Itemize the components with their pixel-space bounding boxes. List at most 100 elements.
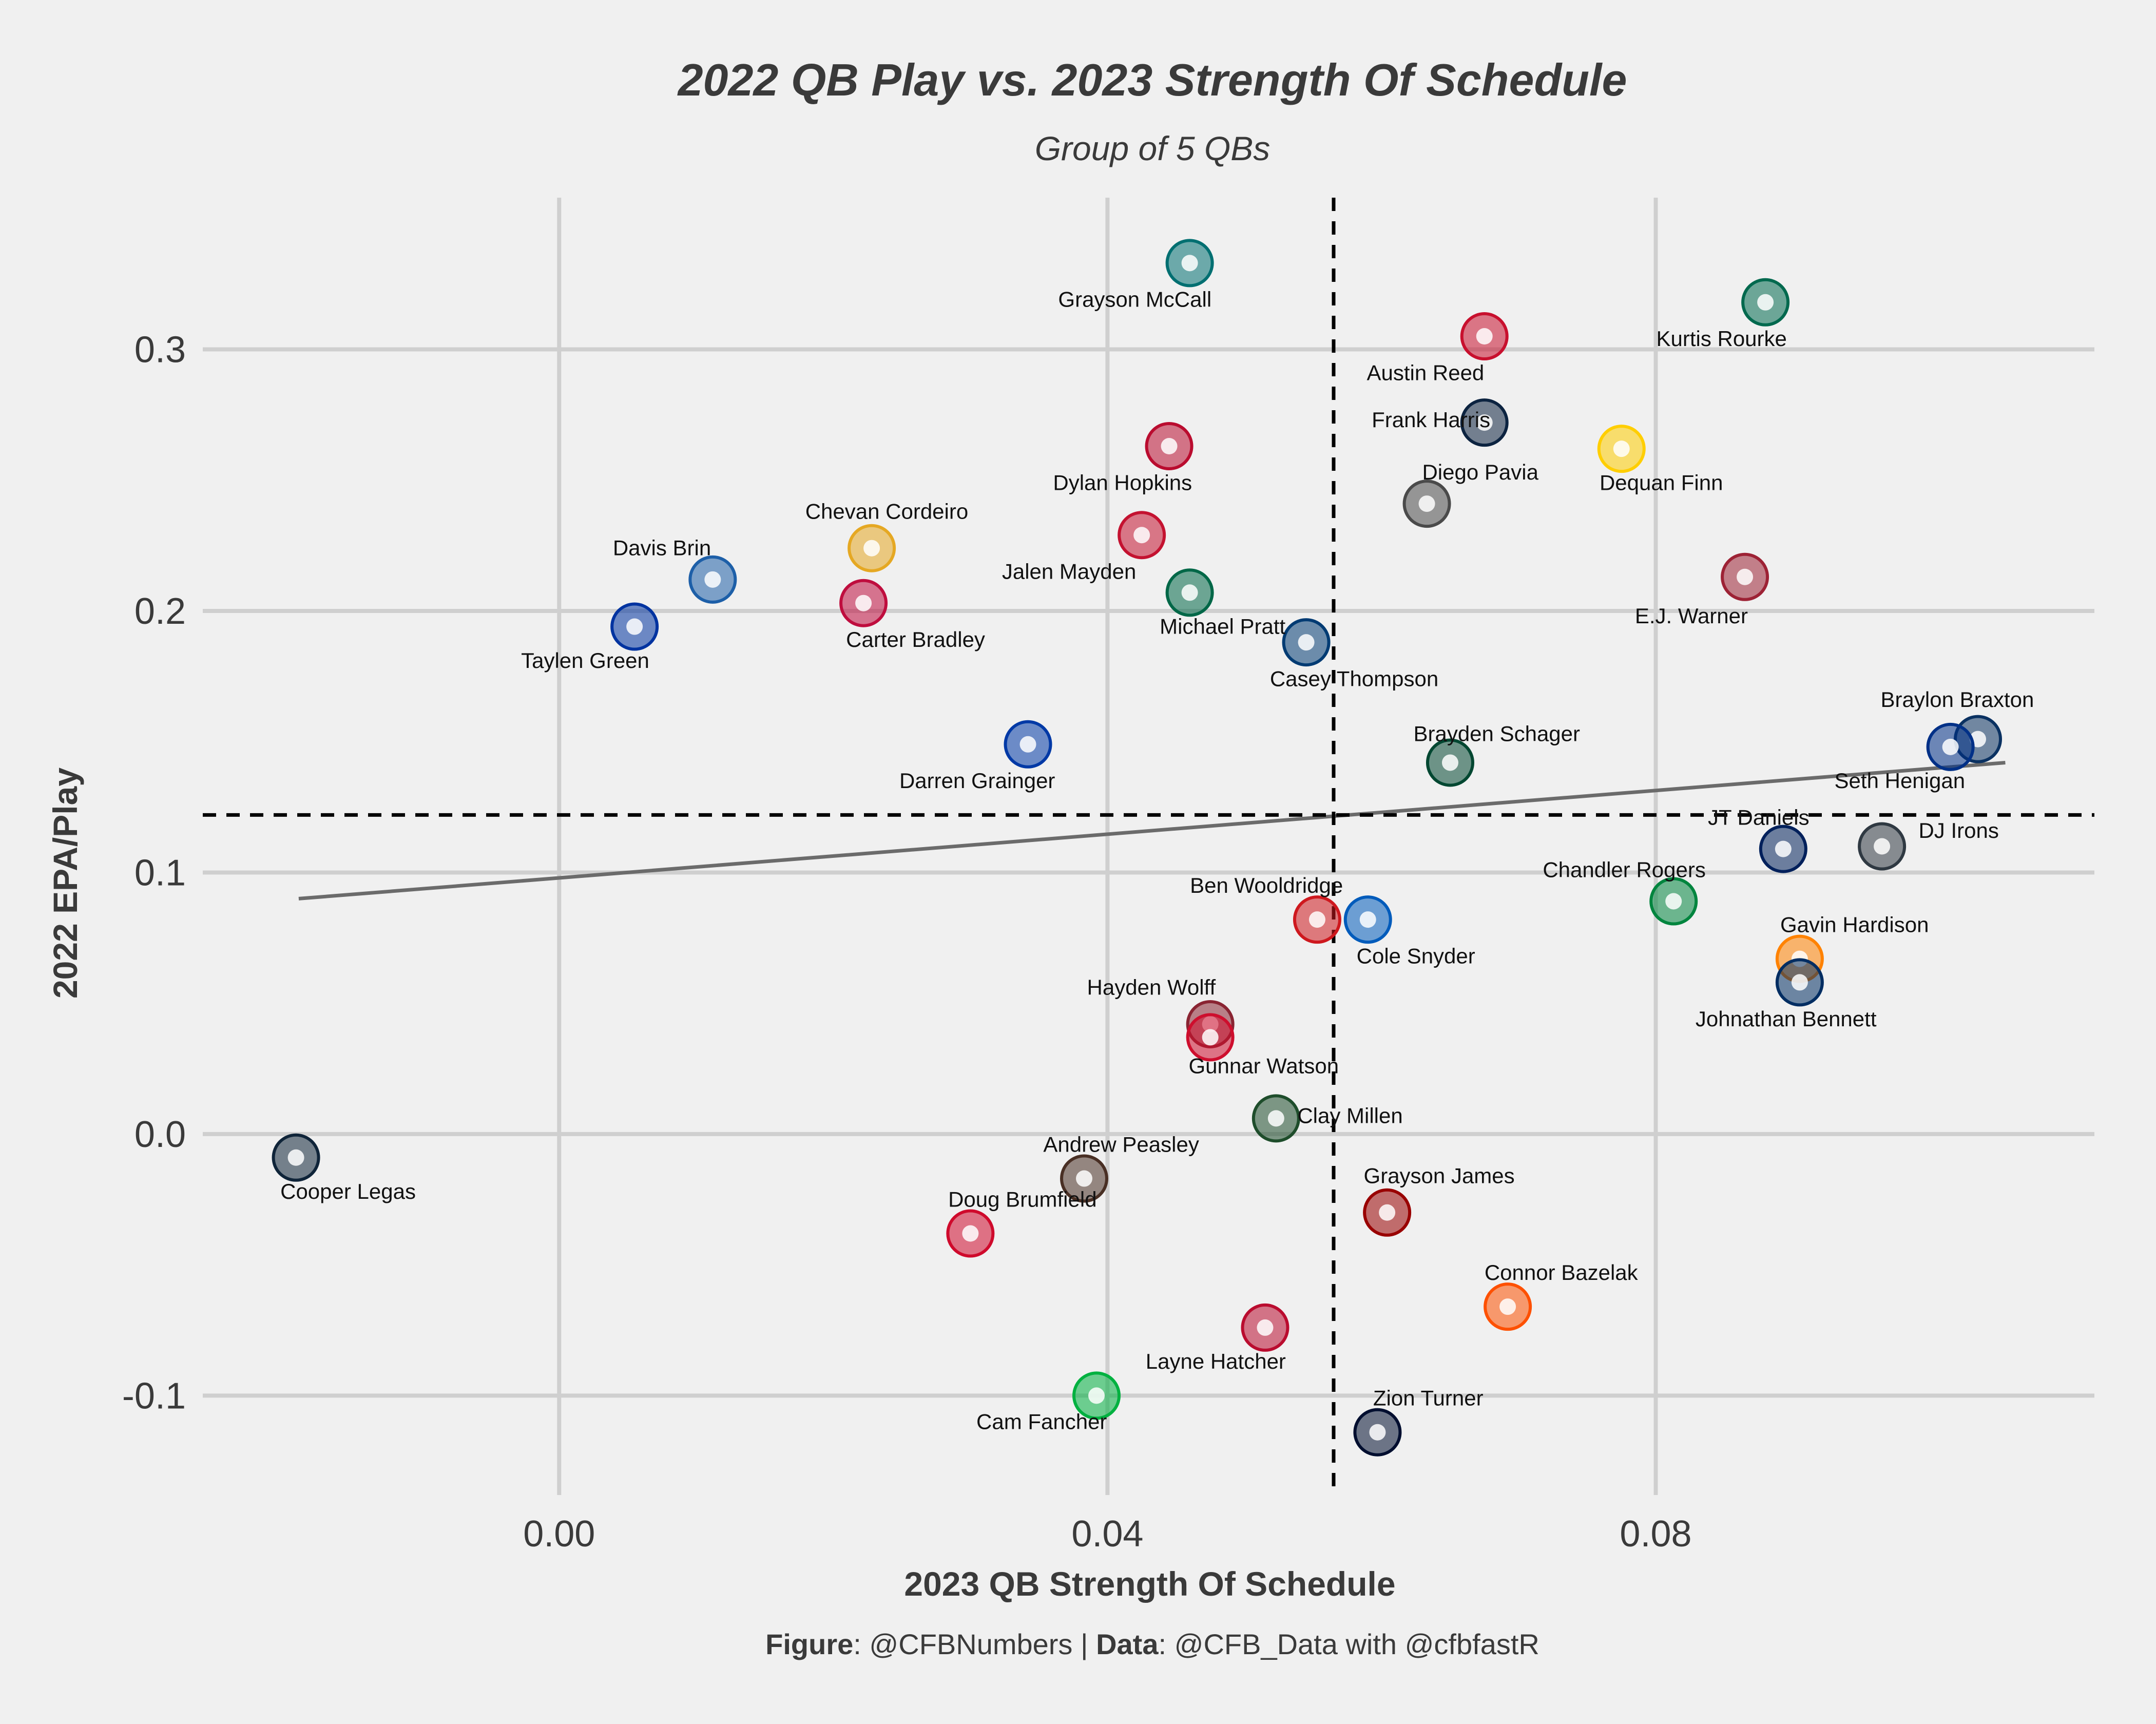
point-label: Diego Pavia <box>1422 460 1538 484</box>
point-label: Clay Millen <box>1297 1103 1402 1127</box>
caption: Figure: @CFBNumbers | Data: @CFB_Data wi… <box>765 1628 1539 1660</box>
team-logo-center <box>1791 974 1808 991</box>
team-logo-marker <box>1363 1188 1412 1237</box>
point-label: Michael Pratt <box>1160 615 1285 639</box>
team-logo-center <box>287 1149 304 1166</box>
team-logo-marker <box>1721 552 1769 601</box>
point-label: Johnathan Bennett <box>1696 1007 1877 1031</box>
team-logo-marker <box>1282 618 1331 667</box>
team-logo-marker <box>1165 239 1214 288</box>
team-logo-marker <box>1004 720 1052 769</box>
team-logo-marker <box>839 579 888 627</box>
team-logo-marker <box>1060 1154 1108 1203</box>
team-logo-marker <box>848 524 896 572</box>
team-logo-center <box>962 1225 979 1242</box>
team-logo-marker <box>1649 877 1698 926</box>
point-label: Grayson James <box>1364 1163 1515 1187</box>
point-label: Darren Grainger <box>899 769 1055 793</box>
team-logo-center <box>1267 1110 1284 1127</box>
team-logo-center <box>1737 568 1754 585</box>
point-label: Cole Snyder <box>1357 944 1475 968</box>
team-logo-marker <box>1484 1282 1532 1331</box>
team-logo-center <box>1874 838 1891 855</box>
caption-data-value: : @CFB_Data with @cfbfastR <box>1158 1628 1539 1660</box>
chart-title: 2022 QB Play vs. 2023 Strength Of Schedu… <box>677 54 1627 105</box>
point-label: Carter Bradley <box>846 627 985 652</box>
team-logo-center <box>1369 1424 1386 1441</box>
y-tick-label: -0.1 <box>122 1375 186 1416</box>
y-tick-label: 0.0 <box>134 1114 186 1155</box>
team-logo-marker <box>272 1133 320 1182</box>
point-label: Seth Henigan <box>1835 769 1966 793</box>
team-logo-center <box>1181 255 1198 272</box>
point-label: Gavin Hardison <box>1780 912 1929 936</box>
team-logo-marker <box>1072 1371 1121 1420</box>
point-label: Austin Reed <box>1366 360 1484 385</box>
point-label: Dequan Finn <box>1600 470 1723 494</box>
point-label: DJ Irons <box>1918 818 1998 842</box>
point-label: Jalen Mayden <box>1002 560 1137 584</box>
team-logo-center <box>1088 1387 1105 1404</box>
team-logo-marker <box>1252 1094 1300 1143</box>
team-logo-marker <box>1597 425 1646 473</box>
team-logo-marker <box>1186 1013 1235 1062</box>
team-logo-marker <box>1241 1303 1289 1352</box>
caption-figure-label: Figure <box>765 1628 853 1660</box>
point-labels: Grayson McCall Kurtis Rourke Austin Reed Fr… <box>280 288 2034 1434</box>
point-label: Braylon Braxton <box>1881 687 2034 712</box>
team-logo-center <box>626 618 643 635</box>
caption-data-label: Data <box>1096 1628 1159 1660</box>
team-logo-center <box>1133 527 1150 544</box>
team-logo-marker <box>1353 1408 1402 1457</box>
team-logo-center <box>1775 840 1792 857</box>
team-logo-marker <box>1402 480 1451 528</box>
team-logo-center <box>855 595 872 611</box>
team-logo-marker <box>1145 422 1194 471</box>
team-logo-marker <box>1165 568 1214 617</box>
data-points <box>272 239 2003 1457</box>
point-label: Connor Bazelak <box>1485 1260 1639 1285</box>
team-logo-center <box>1379 1204 1396 1221</box>
point-label: Chandler Rogers <box>1543 857 1706 882</box>
team-logo-center <box>1308 911 1325 928</box>
y-tick-label: 0.3 <box>134 329 186 370</box>
point-label: Davis Brin <box>613 536 711 560</box>
point-label: Taylen Green <box>521 648 649 673</box>
point-label: Grayson McCall <box>1058 288 1211 312</box>
team-logo-center <box>1418 495 1435 512</box>
team-logo-marker <box>946 1209 995 1258</box>
team-logo-marker <box>1741 278 1790 327</box>
reference-lines <box>203 198 2094 1495</box>
point-label: Ben Wooldridge <box>1190 873 1343 897</box>
caption-figure-value: : @CFBNumbers | <box>853 1628 1096 1660</box>
team-logo-center <box>1613 440 1630 457</box>
x-tick-label: 0.04 <box>1071 1514 1143 1555</box>
y-axis-label: 2022 EPA/Play <box>46 768 84 999</box>
x-axis-label: 2023 QB Strength Of Schedule <box>904 1565 1395 1603</box>
point-label: Gunnar Watson <box>1189 1053 1339 1078</box>
team-logo-marker <box>688 555 737 604</box>
team-logo-marker <box>1293 895 1341 944</box>
team-logo-marker <box>1426 738 1474 787</box>
team-logo-center <box>1499 1298 1516 1315</box>
team-logo-marker <box>1759 825 1807 873</box>
point-label: E.J. Warner <box>1635 604 1748 628</box>
team-logo-marker <box>1858 822 1907 871</box>
axis-ticks: 0.00 0.04 0.08 -0.1 0.0 0.1 0.2 0.3 <box>122 329 1692 1555</box>
point-label: Chevan Cordeiro <box>805 499 969 523</box>
team-logo-center <box>1298 634 1315 651</box>
point-label: Frank Harris <box>1372 408 1490 432</box>
team-logo-marker <box>1460 312 1509 361</box>
team-logo-center <box>1019 736 1036 753</box>
point-label: Dylan Hopkins <box>1053 470 1192 494</box>
team-logo-marker <box>1118 511 1166 560</box>
point-label: JT Daniels <box>1708 805 1810 829</box>
team-logo-center <box>1075 1170 1092 1187</box>
team-logo-center <box>1665 893 1682 910</box>
y-tick-label: 0.1 <box>134 852 186 893</box>
point-label: Cam Fancher <box>976 1409 1107 1433</box>
team-logo-marker <box>1343 895 1392 944</box>
team-logo-center <box>1476 328 1493 345</box>
point-label: Layne Hatcher <box>1146 1349 1286 1373</box>
